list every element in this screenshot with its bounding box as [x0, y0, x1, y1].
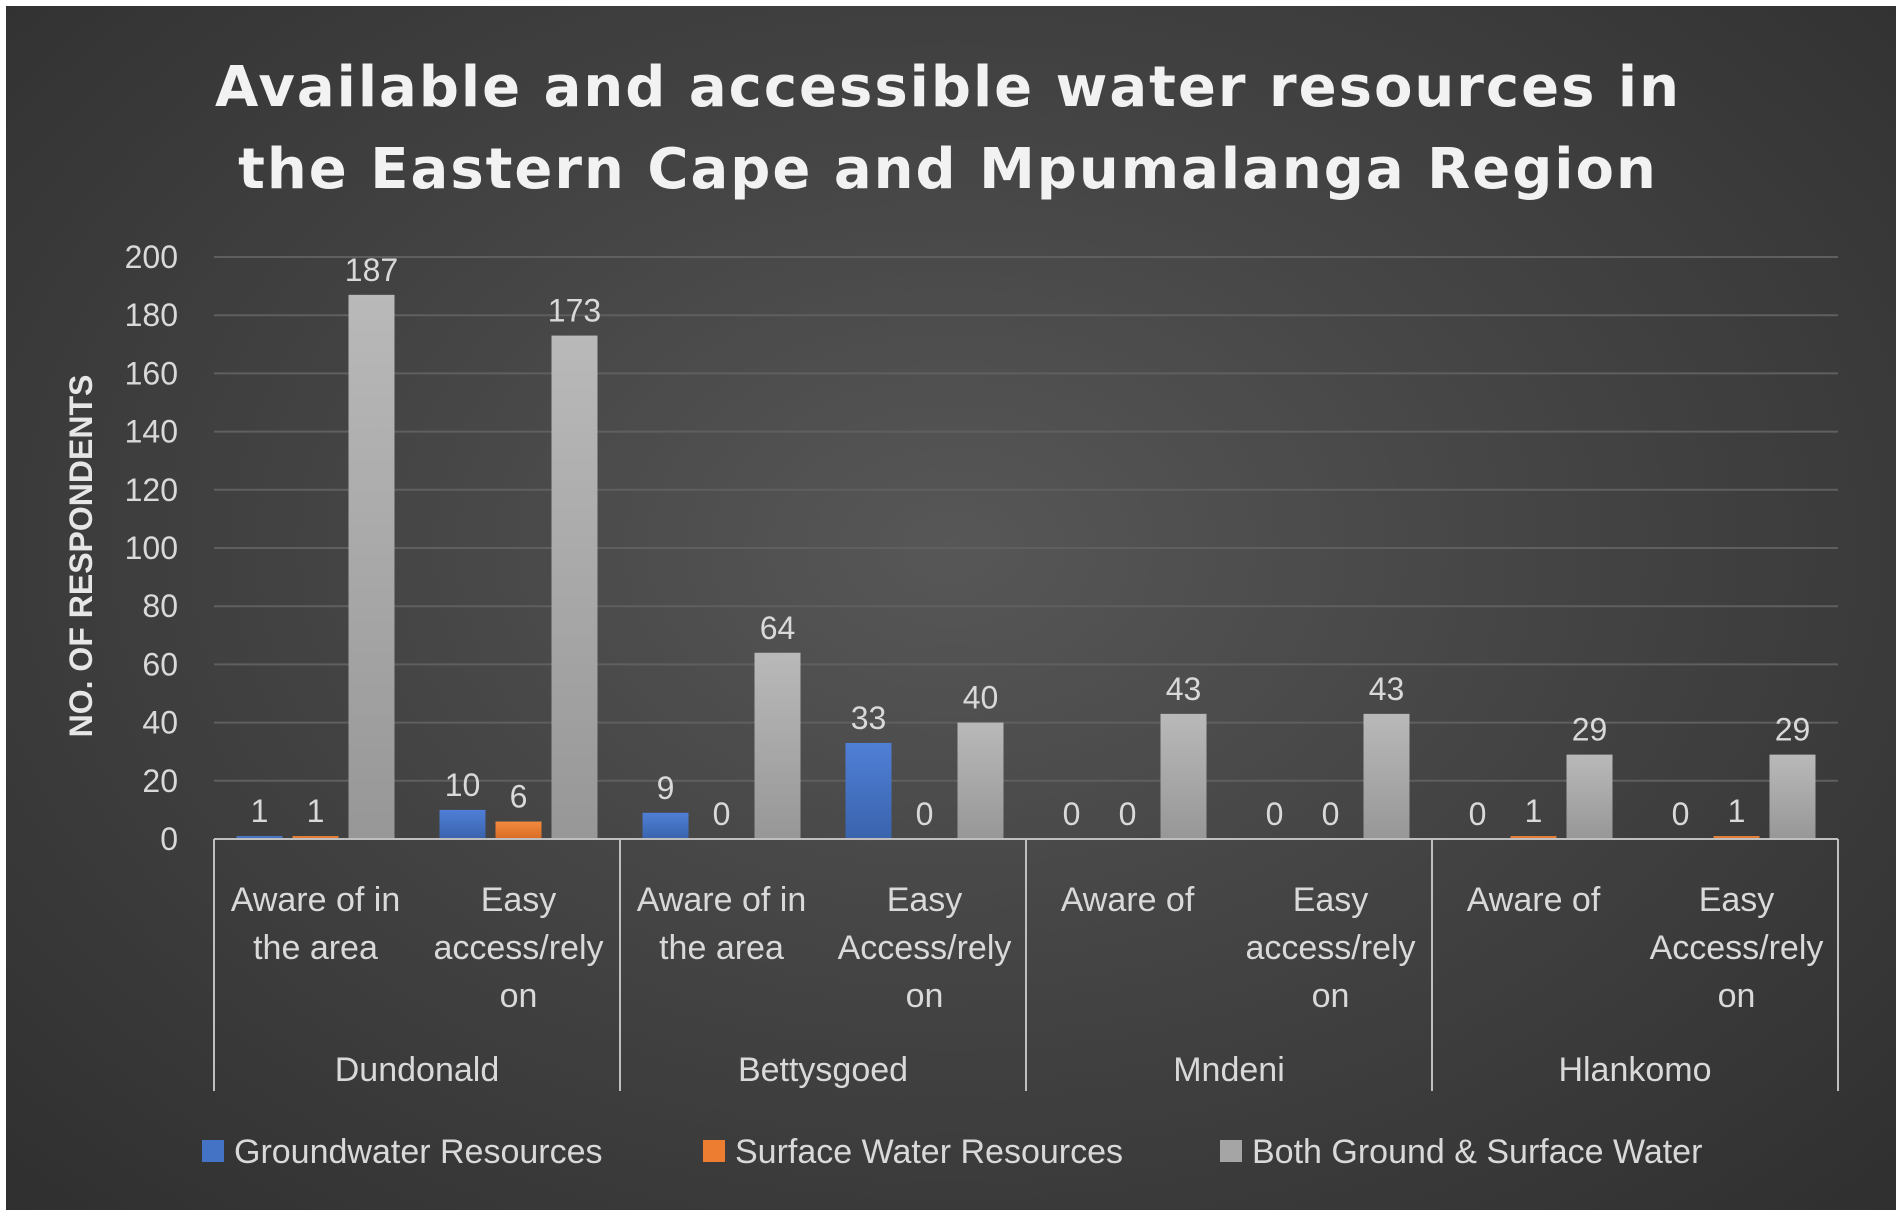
category-label-4-line-2: Access/rely	[838, 929, 1012, 967]
category-label-3-line-1: Aware of in	[637, 881, 806, 919]
bar-1-1	[236, 836, 283, 839]
category-label-2-line-2: access/rely	[433, 929, 603, 967]
bar-2-7	[1510, 836, 1557, 839]
category-label-8-line-1: Easy	[1699, 881, 1775, 919]
group-label-hlankomo: Hlankomo	[1558, 1051, 1711, 1089]
legend-swatch-2	[703, 1140, 725, 1162]
data-label-1-8: 0	[1672, 796, 1690, 832]
bar-3-4	[957, 722, 1004, 839]
data-label-1-1: 1	[251, 793, 269, 829]
category-label-6-line-1: Easy	[1293, 881, 1369, 919]
data-label-3-2: 173	[548, 293, 601, 329]
y-tick-label-140: 140	[125, 414, 178, 450]
data-label-3-8: 29	[1775, 712, 1811, 748]
bar-3-6	[1363, 713, 1410, 839]
bar-1-2	[439, 809, 486, 839]
y-tick-label-40: 40	[142, 705, 178, 741]
category-label-4-line-1: Easy	[887, 881, 963, 919]
gridlines	[214, 256, 1838, 782]
category-label-4-line-3: on	[906, 977, 944, 1015]
category-label-5-line-1: Aware of	[1061, 881, 1195, 919]
data-label-3-1: 187	[345, 252, 398, 288]
category-label-7-line-1: Aware of	[1467, 881, 1601, 919]
group-label-bettysgoed: Bettysgoed	[738, 1051, 908, 1089]
data-label-1-3: 9	[657, 770, 675, 806]
data-label-2-1: 1	[307, 793, 325, 829]
data-label-2-4: 0	[916, 796, 934, 832]
data-label-2-8: 1	[1728, 793, 1746, 829]
data-label-3-4: 40	[963, 680, 999, 716]
legend-swatch-1	[202, 1140, 224, 1162]
data-label-1-6: 0	[1266, 796, 1284, 832]
legend-label-2: Surface Water Resources	[735, 1133, 1123, 1171]
data-label-2-2: 6	[510, 779, 528, 815]
data-label-2-5: 0	[1119, 796, 1137, 832]
bar-2-2	[495, 821, 542, 839]
data-label-3-3: 64	[760, 610, 796, 646]
category-label-1-line-1: Aware of in	[231, 881, 400, 919]
bar-2-1	[292, 836, 339, 839]
x-axis: Aware of in the area Easy access/rely on Awar…	[213, 838, 1839, 1091]
group-label-mndeni: Mndeni	[1173, 1051, 1285, 1089]
data-label-2-6: 0	[1322, 796, 1340, 832]
category-label-2-line-3: on	[500, 977, 538, 1015]
bar-3-1	[348, 294, 395, 840]
legend: Groundwater Resources Surface Water Resou…	[202, 1133, 1702, 1171]
bar-2-8	[1713, 836, 1760, 839]
category-label-8-line-2: Access/rely	[1650, 929, 1824, 967]
category-label-3-line-2: the area	[659, 929, 784, 967]
y-tick-label-180: 180	[125, 297, 178, 333]
y-tick-label-200: 200	[125, 239, 178, 275]
bar-1-3	[642, 812, 689, 839]
y-tick-label-60: 60	[142, 646, 178, 682]
data-labels: 1 10 9 33 0 0 0 0 1 6 0 0 0 0 1 1 187 173 64 40 43 43 29 29	[251, 252, 1811, 832]
y-axis-label: NO. OF RESPONDENTS	[63, 375, 99, 738]
data-label-3-5: 43	[1166, 671, 1202, 707]
bar-3-3	[754, 652, 801, 839]
bar-chart: Available and accessible water resources…	[63, 55, 1839, 1171]
data-label-3-6: 43	[1369, 671, 1405, 707]
chart-title-line-1: Available and accessible water resources…	[215, 55, 1681, 120]
bar-3-2	[551, 335, 598, 839]
legend-label-3: Both Ground & Surface Water	[1252, 1133, 1702, 1171]
legend-swatch-3	[1220, 1140, 1242, 1162]
chart-title-line-2: the Eastern Cape and Mpumalanga Region	[238, 137, 1658, 202]
category-label-2-line-1: Easy	[481, 881, 557, 919]
category-label-8-line-3: on	[1718, 977, 1756, 1015]
y-tick-label-20: 20	[142, 763, 178, 799]
category-label-6-line-2: access/rely	[1245, 929, 1415, 967]
y-tick-label-160: 160	[125, 355, 178, 391]
data-label-2-3: 0	[713, 796, 731, 832]
data-label-3-7: 29	[1572, 712, 1608, 748]
data-label-1-5: 0	[1063, 796, 1081, 832]
chart-frame: Available and accessible water resources…	[6, 6, 1896, 1210]
category-label-6-line-3: on	[1312, 977, 1350, 1015]
bar-3-8	[1769, 754, 1816, 839]
category-label-1-line-2: the area	[253, 929, 378, 967]
legend-label-1: Groundwater Resources	[234, 1133, 603, 1171]
group-label-dundonald: Dundonald	[335, 1051, 499, 1089]
data-label-2-7: 1	[1525, 793, 1543, 829]
data-label-1-7: 0	[1469, 796, 1487, 832]
bar-1-4	[845, 742, 892, 839]
y-tick-label-80: 80	[142, 588, 178, 624]
y-tick-label-0: 0	[160, 821, 178, 857]
chart-title: Available and accessible water resources…	[215, 55, 1681, 202]
y-tick-label-120: 120	[125, 472, 178, 508]
y-axis-ticks: 0 20 40 60 80 100 120 140 160 180 200	[125, 239, 178, 857]
bar-3-5	[1160, 713, 1207, 839]
y-tick-label-100: 100	[125, 530, 178, 566]
data-label-1-2: 10	[445, 767, 481, 803]
data-label-1-4: 33	[851, 700, 887, 736]
bars	[236, 294, 1816, 840]
bar-3-7	[1566, 754, 1613, 839]
